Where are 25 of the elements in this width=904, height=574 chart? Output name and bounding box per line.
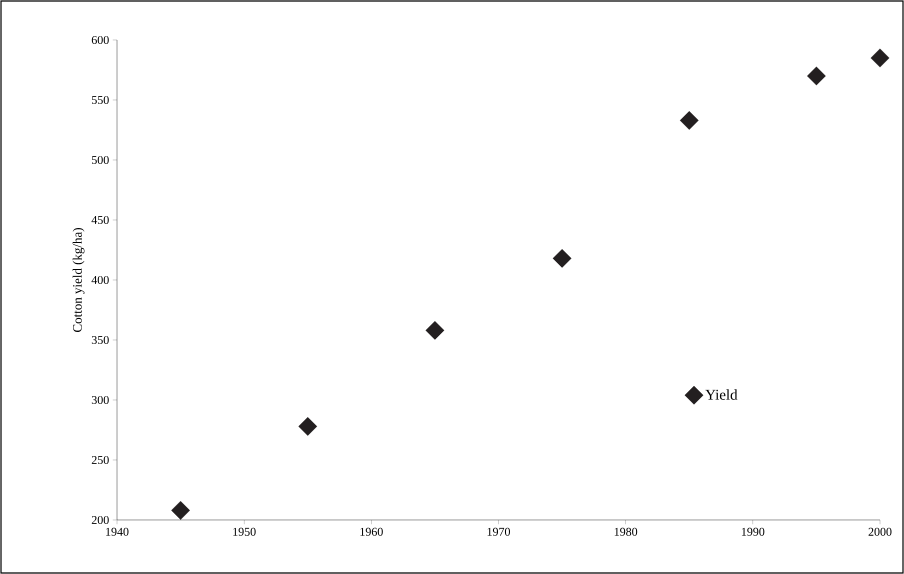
x-tick-label: 1950: [233, 528, 256, 536]
y-tick-label: 400: [92, 276, 109, 284]
point: [298, 416, 318, 436]
y-tick-label: 450: [92, 216, 109, 224]
y-tick-label: 350: [92, 336, 109, 344]
y-tick-label: 250: [92, 456, 109, 464]
x-tick-label: 1940: [106, 528, 129, 536]
x-tick-label: 2000: [868, 528, 892, 536]
x-tick-label: 1990: [742, 528, 764, 536]
x-tick-label: 1980: [614, 528, 638, 536]
point: [426, 320, 444, 340]
y-tick-label: 600: [92, 36, 109, 44]
point: [680, 110, 699, 130]
point: [870, 48, 890, 68]
y-tick-label: 500: [92, 156, 109, 164]
y-tick-label: 550: [92, 96, 109, 104]
point: [171, 500, 190, 520]
y-tick-label: 300: [92, 396, 109, 404]
y-tick-label: 200: [92, 516, 109, 524]
x-tick-label: 1970: [488, 528, 510, 536]
y-axis-title: Cotton yield (kg/ha): [72, 228, 84, 332]
point: [552, 248, 572, 268]
legend-label: Yield: [705, 389, 738, 400]
x-tick-label: 1960: [360, 528, 383, 536]
point: [807, 66, 826, 86]
